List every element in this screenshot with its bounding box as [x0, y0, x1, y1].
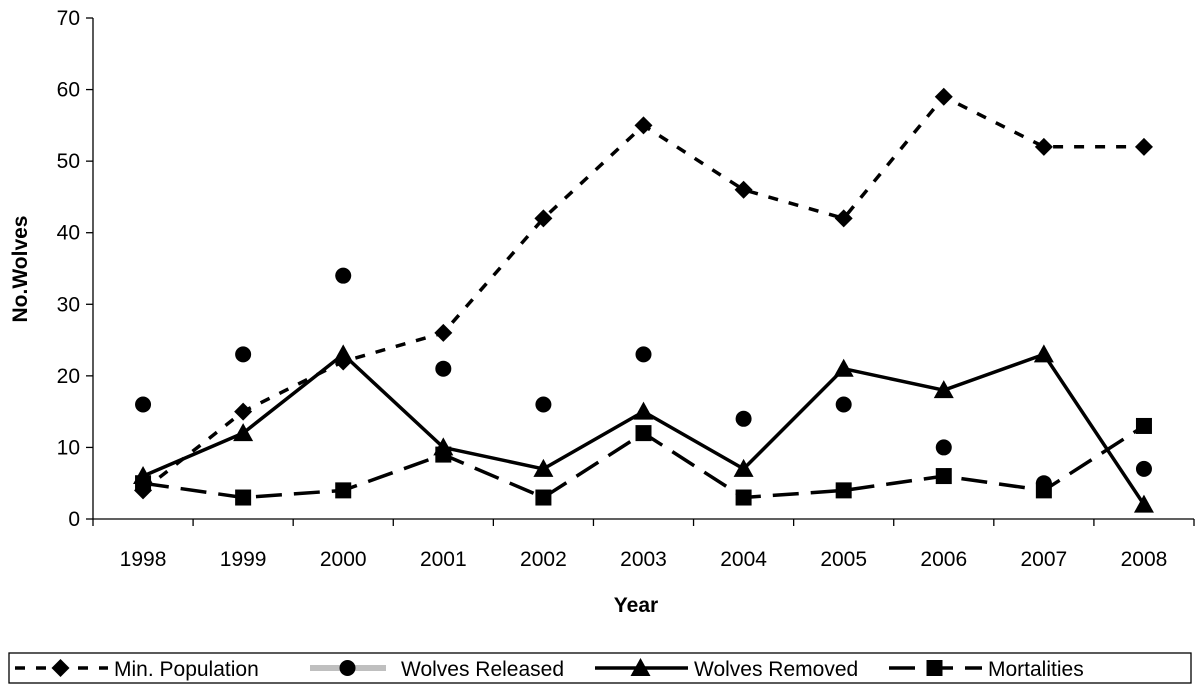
data-point [735, 410, 752, 427]
y-tick-label: 20 [57, 365, 80, 388]
data-point [1033, 344, 1054, 363]
data-point [1135, 417, 1152, 434]
legend-item-min-population: Min. Population [15, 658, 259, 681]
legend-label: Mortalities [988, 658, 1084, 681]
x-tick-label: 2007 [1021, 548, 1068, 571]
data-point [335, 482, 352, 499]
data-point [1134, 137, 1153, 156]
data-point [1034, 137, 1053, 156]
data-point [635, 346, 652, 363]
x-tick-label: 2003 [620, 548, 667, 571]
y-tick-label: 30 [57, 293, 80, 316]
data-point [234, 402, 253, 421]
x-tick-label: 1999 [220, 548, 267, 571]
legend-item-mortalities: Mortalities [889, 658, 1084, 681]
data-point [1133, 494, 1154, 513]
x-tick-label: 1998 [120, 548, 167, 571]
x-axis-ticks: 1998 1999 2000 2001 2002 2003 2004 2005 2006 2007… [92, 519, 1195, 571]
data-point [833, 358, 854, 377]
data-point [733, 458, 754, 477]
legend-label: Wolves Removed [694, 658, 858, 681]
data-point [634, 116, 653, 135]
data-point [533, 458, 554, 477]
x-tick-label: 2004 [720, 548, 767, 571]
data-point [335, 267, 352, 284]
data-point [435, 446, 452, 463]
y-tick-label: 10 [57, 436, 80, 459]
data-point [233, 423, 254, 442]
series-mortalities [135, 417, 1152, 506]
x-tick-label: 2001 [420, 548, 467, 571]
data-point [734, 180, 753, 199]
plot-area: 0 10 20 30 40 50 60 70 1998 1999 2000 2001 2002 2003… [57, 7, 1195, 571]
legend: Min. Population Wolves Released Wolves Rem… [8, 652, 1192, 684]
data-point [635, 425, 652, 442]
data-point [535, 489, 552, 506]
legend-item-wolves-released: Wolves Released [310, 658, 564, 681]
data-point [1035, 482, 1052, 499]
y-tick-label: 60 [57, 79, 80, 102]
y-tick-label: 70 [57, 7, 80, 30]
x-axis-title: Year [614, 594, 658, 617]
legend-marker [51, 659, 70, 677]
data-point [534, 209, 553, 228]
x-tick-label: 2006 [920, 548, 967, 571]
data-point [735, 489, 752, 506]
x-tick-label: 2000 [320, 548, 367, 571]
y-tick-label: 0 [68, 508, 80, 531]
data-point [935, 468, 952, 485]
data-point [435, 360, 452, 377]
data-point [333, 344, 354, 363]
legend-label: Wolves Released [401, 658, 564, 681]
data-point [633, 401, 654, 420]
legend-label: Min. Population [114, 658, 259, 681]
x-tick-label: 2002 [520, 548, 567, 571]
series-layer [133, 87, 1154, 513]
data-point [834, 209, 853, 228]
data-point [934, 87, 953, 106]
y-tick-label: 50 [57, 150, 80, 173]
data-point [835, 396, 852, 413]
y-axis-ticks: 0 10 20 30 40 50 60 70 [57, 7, 93, 531]
data-point [835, 482, 852, 499]
data-point [235, 346, 252, 363]
y-tick-label: 40 [57, 222, 80, 245]
x-tick-label: 2005 [820, 548, 867, 571]
legend-item-wolves-removed: Wolves Removed [595, 658, 858, 681]
data-point [135, 396, 152, 413]
data-point [135, 475, 152, 492]
legend-marker [630, 658, 651, 676]
data-point [535, 396, 552, 413]
x-tick-label: 2008 [1121, 548, 1168, 571]
legend-marker [339, 660, 356, 676]
legend-items: Min. Population Wolves Released Wolves Rem… [15, 658, 1084, 681]
data-point [434, 323, 453, 342]
y-axis-title: No.Wolves [9, 216, 32, 323]
data-point [235, 489, 252, 506]
series-wolves-released [135, 267, 1152, 492]
data-point [1135, 460, 1152, 477]
legend-marker [926, 660, 943, 676]
data-point [933, 380, 954, 399]
data-point [935, 439, 952, 456]
